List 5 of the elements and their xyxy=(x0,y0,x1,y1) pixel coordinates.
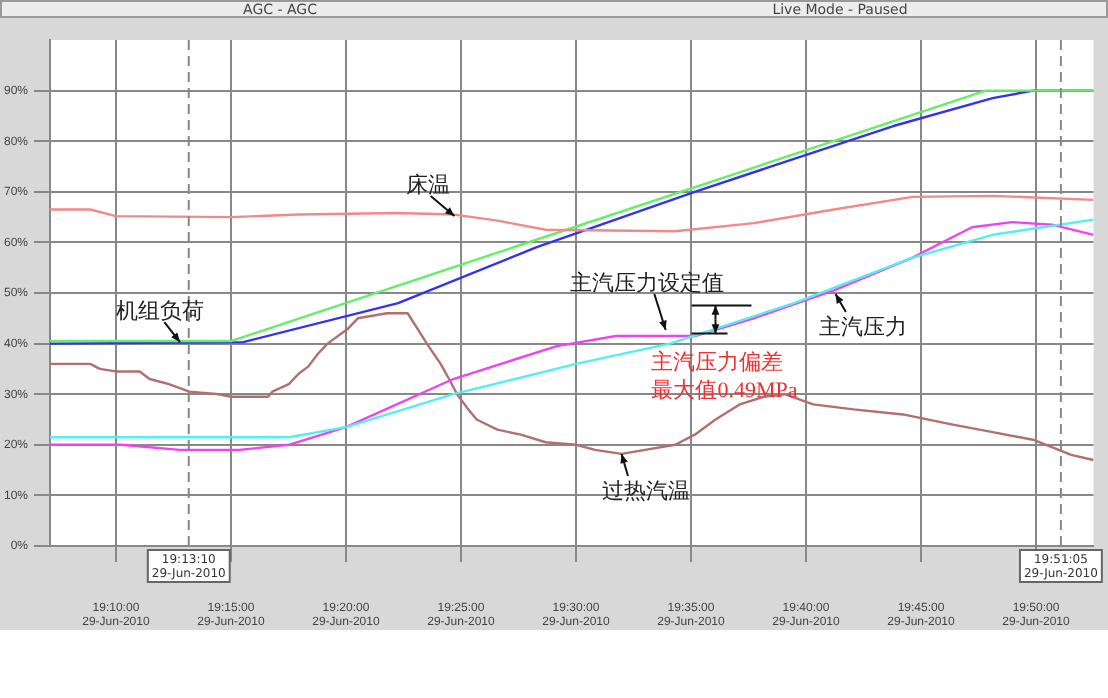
annotation: 床温 xyxy=(406,172,451,199)
annotation: 主汽压力 xyxy=(819,314,908,341)
annotation: 机组负荷 xyxy=(115,298,204,325)
annotation: 主汽压力设定值 xyxy=(569,269,724,296)
annotation: 过热汽温 xyxy=(601,477,690,504)
